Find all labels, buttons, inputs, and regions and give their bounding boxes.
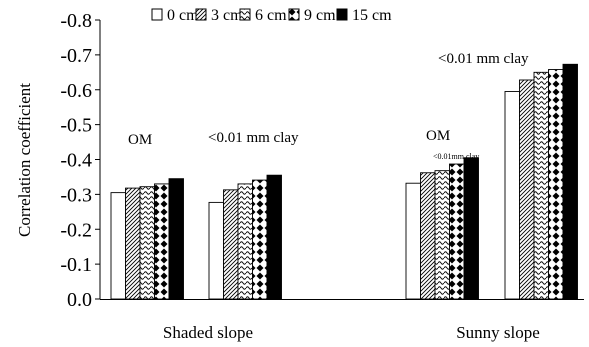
legend-label: 0 cm bbox=[167, 7, 199, 24]
bar bbox=[154, 183, 170, 300]
legend-swatch bbox=[151, 8, 163, 21]
annotation-clay-sunny-small: <0.01mm clay bbox=[433, 152, 479, 161]
legend-swatch bbox=[336, 8, 348, 21]
y-tick-label: -0.7 bbox=[60, 45, 92, 67]
bar bbox=[237, 183, 253, 300]
bar bbox=[504, 91, 520, 300]
bar bbox=[110, 192, 126, 300]
bar bbox=[420, 172, 436, 300]
bars bbox=[110, 63, 578, 300]
bar bbox=[562, 63, 578, 300]
y-tick-label: -0.5 bbox=[60, 115, 92, 137]
bar bbox=[223, 189, 239, 300]
legend-swatch bbox=[195, 8, 207, 21]
x-group-label-sunny: Sunny slope bbox=[456, 323, 540, 342]
bar bbox=[125, 187, 141, 300]
y-axis: -0.8 -0.7 -0.6 -0.5 -0.4 -0.3 -0.2 -0.1 0.0 bbox=[60, 10, 101, 311]
legend-label: 9 cm bbox=[304, 7, 336, 24]
legend: 0 cm 3 cm 6 cm 9 cm 15 cm bbox=[151, 7, 392, 24]
y-tick-label: -0.4 bbox=[60, 150, 92, 172]
annotation-om-shaded: OM bbox=[128, 132, 152, 148]
bar bbox=[519, 79, 535, 300]
y-tick-label: -0.6 bbox=[60, 80, 92, 102]
bar bbox=[208, 201, 224, 300]
bar bbox=[139, 186, 155, 300]
x-group-label-shaded: Shaded slope bbox=[163, 323, 253, 342]
y-axis-label: Correlation coefficient bbox=[15, 83, 34, 237]
legend-swatch bbox=[288, 8, 300, 21]
bar bbox=[449, 163, 465, 300]
y-tick-label: -0.8 bbox=[60, 10, 92, 32]
bar bbox=[548, 69, 564, 300]
y-tick-label: 0.0 bbox=[67, 289, 92, 311]
y-tick-label: -0.1 bbox=[60, 254, 92, 276]
bar bbox=[168, 178, 184, 300]
annotation-om-sunny: OM bbox=[426, 128, 450, 144]
annotation-clay-shaded: <0.01 mm clay bbox=[208, 130, 299, 146]
legend-label: 15 cm bbox=[352, 7, 392, 24]
bar bbox=[405, 182, 421, 300]
bar bbox=[533, 71, 549, 300]
bar bbox=[434, 170, 450, 300]
bar bbox=[463, 157, 479, 300]
legend-swatch bbox=[239, 8, 251, 21]
y-tick-label: -0.2 bbox=[60, 219, 92, 241]
y-tick-label: -0.3 bbox=[60, 184, 92, 206]
legend-label: 3 cm bbox=[211, 7, 243, 24]
annotation-clay-sunny: <0.01 mm clay bbox=[438, 51, 529, 67]
bar bbox=[266, 174, 282, 300]
bar bbox=[252, 179, 268, 300]
legend-label: 6 cm bbox=[255, 7, 287, 24]
